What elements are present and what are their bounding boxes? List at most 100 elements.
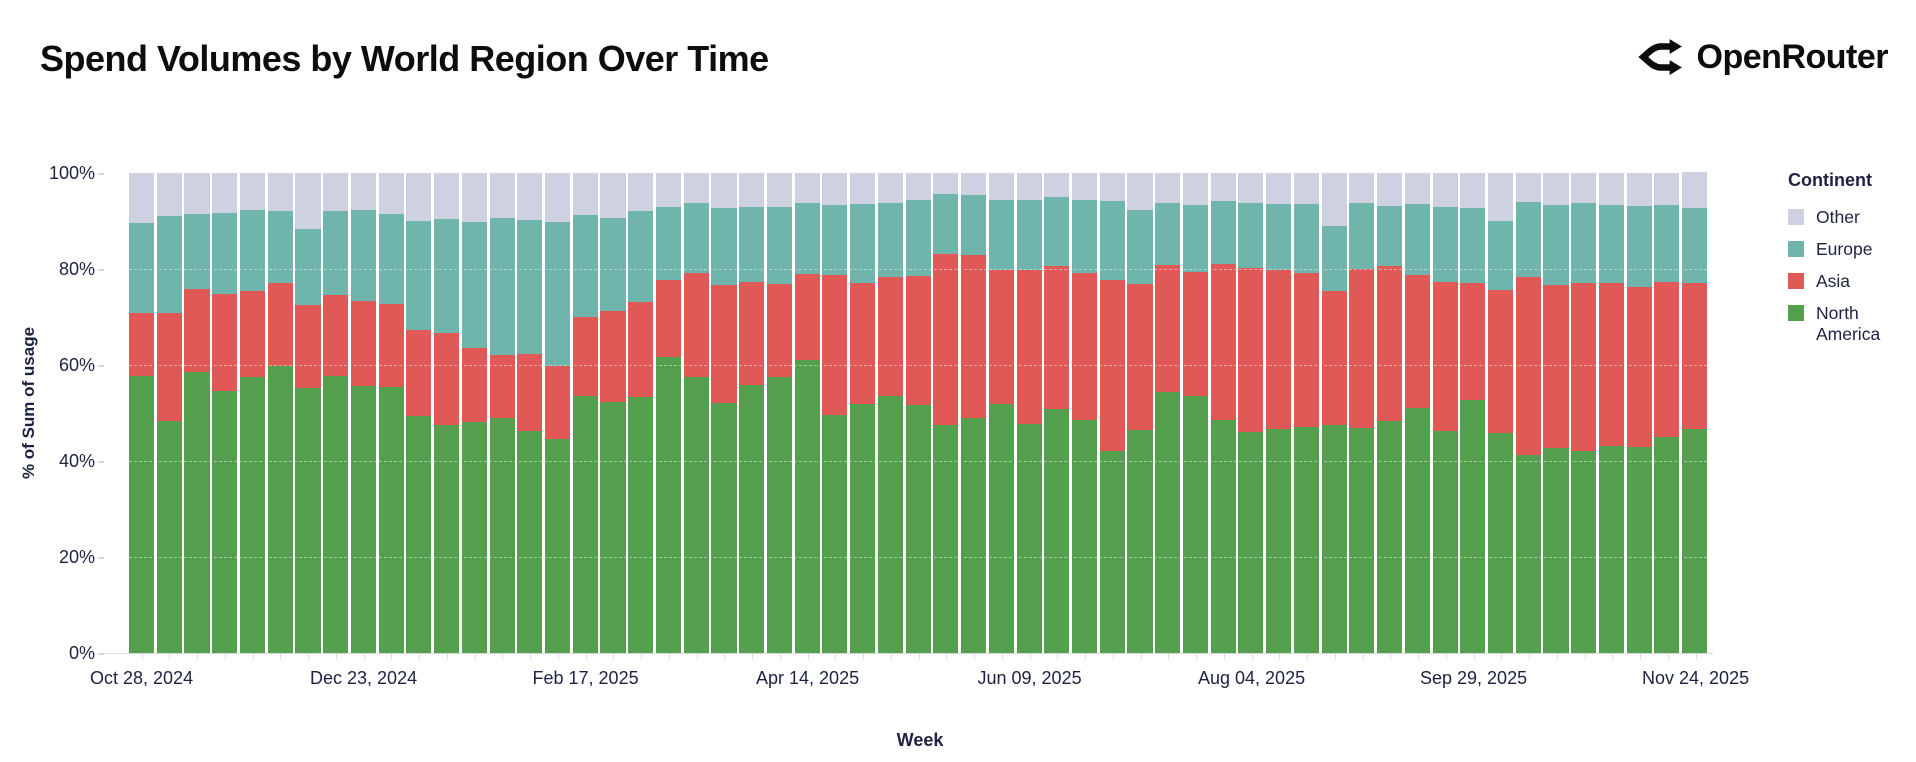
segment-asia[interactable] — [1460, 283, 1486, 401]
bar-week-16[interactable] — [572, 173, 598, 653]
legend-item-north-america[interactable]: North America — [1788, 303, 1913, 345]
segment-north-america[interactable] — [545, 439, 571, 653]
segment-north-america[interactable] — [295, 387, 321, 653]
segment-asia[interactable] — [1238, 267, 1264, 433]
segment-asia[interactable] — [905, 275, 931, 405]
segment-other[interactable] — [683, 173, 709, 204]
segment-north-america[interactable] — [877, 395, 903, 653]
segment-north-america[interactable] — [905, 404, 931, 653]
segment-north-america[interactable] — [1377, 420, 1403, 653]
segment-asia[interactable] — [1071, 272, 1098, 420]
segment-europe[interactable] — [489, 218, 515, 356]
bar-week-31[interactable] — [988, 173, 1014, 653]
segment-other[interactable] — [406, 173, 432, 221]
segment-north-america[interactable] — [1071, 419, 1098, 653]
segment-north-america[interactable] — [461, 422, 487, 653]
segment-north-america[interactable] — [1182, 395, 1208, 653]
segment-asia[interactable] — [683, 273, 709, 377]
segment-other[interactable] — [1182, 173, 1208, 205]
segment-north-america[interactable] — [1460, 400, 1486, 653]
segment-north-america[interactable] — [1571, 451, 1597, 653]
segment-asia[interactable] — [850, 283, 876, 404]
segment-other[interactable] — [1654, 173, 1680, 205]
segment-asia[interactable] — [961, 255, 987, 419]
segment-north-america[interactable] — [1487, 433, 1514, 653]
segment-europe[interactable] — [1626, 205, 1652, 287]
segment-north-america[interactable] — [1432, 430, 1458, 653]
bar-week-14[interactable] — [517, 173, 543, 653]
segment-asia[interactable] — [600, 311, 626, 402]
segment-asia[interactable] — [545, 365, 571, 440]
segment-europe[interactable] — [766, 207, 792, 285]
segment-europe[interactable] — [1404, 204, 1430, 275]
segment-north-america[interactable] — [1016, 424, 1042, 653]
segment-other[interactable] — [1377, 173, 1403, 206]
segment-other[interactable] — [267, 173, 293, 212]
segment-asia[interactable] — [822, 274, 848, 415]
bar-week-44[interactable] — [1349, 173, 1375, 653]
segment-europe[interactable] — [295, 228, 321, 305]
segment-europe[interactable] — [1182, 204, 1208, 272]
segment-other[interactable] — [822, 173, 848, 205]
bar-week-17[interactable] — [600, 173, 626, 653]
segment-asia[interactable] — [1682, 283, 1708, 429]
segment-asia[interactable] — [184, 288, 210, 373]
bar-week-49[interactable] — [1487, 173, 1514, 653]
segment-north-america[interactable] — [961, 418, 987, 653]
segment-europe[interactable] — [545, 221, 571, 366]
segment-other[interactable] — [572, 173, 598, 215]
segment-europe[interactable] — [1071, 200, 1098, 273]
segment-asia[interactable] — [212, 293, 238, 392]
segment-north-america[interactable] — [1127, 429, 1153, 653]
segment-europe[interactable] — [628, 211, 654, 302]
bar-week-11[interactable] — [434, 173, 460, 653]
segment-asia[interactable] — [1210, 264, 1236, 420]
bar-week-55[interactable] — [1654, 173, 1680, 653]
segment-europe[interactable] — [350, 210, 376, 301]
segment-north-america[interactable] — [572, 395, 598, 653]
bar-week-12[interactable] — [461, 173, 487, 653]
bar-week-7[interactable] — [323, 173, 349, 653]
segment-europe[interactable] — [323, 211, 349, 296]
segment-north-america[interactable] — [406, 415, 432, 653]
bar-week-48[interactable] — [1460, 173, 1486, 653]
bar-week-6[interactable] — [295, 173, 321, 653]
segment-europe[interactable] — [1571, 203, 1597, 284]
segment-other[interactable] — [1460, 173, 1486, 209]
segment-europe[interactable] — [1682, 207, 1708, 284]
segment-europe[interactable] — [212, 213, 238, 294]
bar-week-43[interactable] — [1321, 173, 1347, 653]
segment-north-america[interactable] — [184, 372, 210, 653]
bar-week-22[interactable] — [739, 173, 765, 653]
segment-europe[interactable] — [1654, 204, 1680, 282]
bar-week-27[interactable] — [877, 173, 903, 653]
segment-asia[interactable] — [1266, 270, 1292, 429]
segment-asia[interactable] — [406, 329, 432, 416]
segment-europe[interactable] — [683, 203, 709, 274]
segment-asia[interactable] — [156, 313, 182, 422]
segment-europe[interactable] — [1099, 201, 1125, 281]
segment-asia[interactable] — [1515, 276, 1541, 455]
segment-europe[interactable] — [794, 203, 820, 274]
segment-north-america[interactable] — [1654, 436, 1680, 653]
segment-other[interactable] — [545, 173, 571, 222]
segment-north-america[interactable] — [1238, 432, 1264, 653]
bar-week-10[interactable] — [406, 173, 432, 653]
segment-north-america[interactable] — [1293, 427, 1319, 653]
segment-other[interactable] — [711, 173, 737, 208]
segment-asia[interactable] — [1543, 284, 1569, 449]
segment-asia[interactable] — [1016, 269, 1042, 425]
segment-asia[interactable] — [1155, 265, 1181, 393]
bar-week-3[interactable] — [212, 173, 238, 653]
segment-europe[interactable] — [1044, 197, 1070, 267]
segment-europe[interactable] — [877, 203, 903, 277]
bar-week-40[interactable] — [1238, 173, 1264, 653]
segment-asia[interactable] — [988, 269, 1014, 404]
segment-asia[interactable] — [1044, 266, 1070, 410]
segment-other[interactable] — [1626, 173, 1652, 206]
bar-week-50[interactable] — [1515, 173, 1541, 653]
bar-week-2[interactable] — [184, 173, 210, 653]
segment-other[interactable] — [1515, 173, 1541, 203]
segment-europe[interactable] — [1515, 202, 1541, 277]
segment-europe[interactable] — [517, 219, 543, 354]
